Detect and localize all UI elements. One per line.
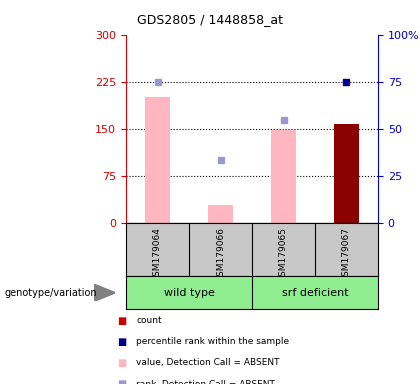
Text: GSM179064: GSM179064	[153, 227, 162, 282]
Text: value, Detection Call = ABSENT: value, Detection Call = ABSENT	[136, 358, 280, 367]
Text: count: count	[136, 316, 162, 325]
Bar	[145, 97, 170, 223]
Bar	[334, 124, 359, 223]
Text: GSM179065: GSM179065	[279, 227, 288, 282]
Text: ■: ■	[118, 358, 127, 368]
Bar	[208, 205, 233, 223]
Text: ■: ■	[118, 337, 127, 347]
Text: rank, Detection Call = ABSENT: rank, Detection Call = ABSENT	[136, 379, 276, 384]
Text: genotype/variation: genotype/variation	[4, 288, 97, 298]
Text: srf deficient: srf deficient	[282, 288, 348, 298]
Polygon shape	[94, 284, 116, 301]
Text: ■: ■	[118, 316, 127, 326]
Text: GSM179067: GSM179067	[342, 227, 351, 282]
Text: GDS2805 / 1448858_at: GDS2805 / 1448858_at	[137, 13, 283, 26]
Bar	[271, 130, 296, 223]
Text: percentile rank within the sample: percentile rank within the sample	[136, 337, 290, 346]
Text: ■: ■	[118, 379, 127, 384]
Text: wild type: wild type	[163, 288, 215, 298]
Text: GSM179066: GSM179066	[216, 227, 225, 282]
